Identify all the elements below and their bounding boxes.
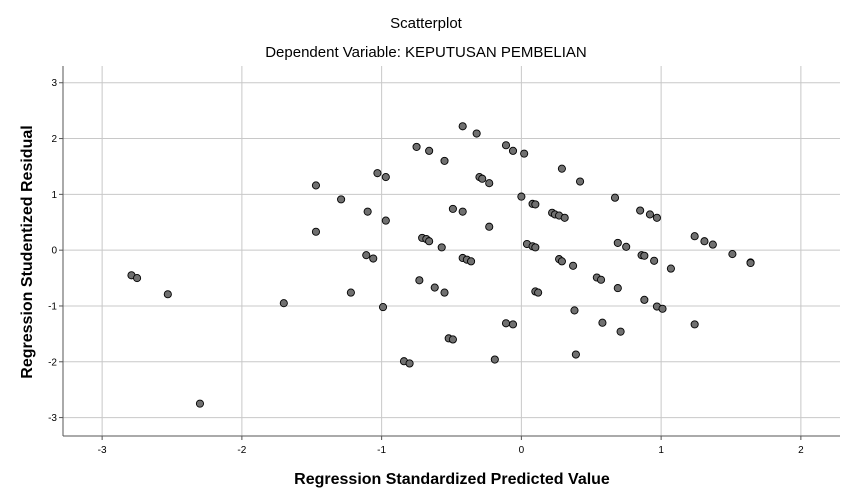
scatter-point [478,174,487,183]
scatter-point [346,288,355,297]
scatter-point [430,283,439,292]
scatter-point [690,232,699,241]
scatter-point [490,355,499,364]
x-tick-label: -2 [237,445,246,456]
y-tick-label: -3 [48,413,57,424]
scatter-point [576,177,585,186]
scatter-point [373,169,382,178]
scatter-point [381,173,390,182]
chart-title: Scatterplot [390,15,463,32]
y-tick-label: 2 [51,134,57,145]
scatter-point [531,243,540,252]
scatter-point [440,156,449,165]
scatter-point [311,181,320,190]
x-tick-label: -1 [377,445,386,456]
scatter-point [195,399,205,408]
scatter-point [690,320,699,329]
scatter-point [520,149,529,158]
chart-subtitle: Dependent Variable: KEPUTUSAN PEMBELIAN [265,44,587,61]
scatter-point [279,299,288,308]
scatter-point [598,318,607,327]
x-tick-label: 1 [658,445,664,456]
scatter-point [596,275,606,284]
scatter-point [425,237,434,246]
scatter-point [501,141,511,150]
y-tick-label: 0 [51,246,57,257]
x-tick-label: 0 [519,445,525,456]
scatter-point [412,142,421,151]
scatter-point [640,251,649,260]
scatter-point [570,306,579,315]
scatter-point [458,207,467,216]
scatter-point [458,122,467,131]
scatter-point [378,303,388,312]
y-tick-label: 3 [51,78,57,89]
scatter-point [133,274,142,283]
scatter-point [613,284,622,293]
scatter-point [362,251,371,260]
scatter-point [666,264,675,273]
scatter-point [415,276,424,285]
y-tick-label: 1 [51,190,57,201]
scatter-point [448,204,457,213]
scatter-point [728,250,737,259]
scatter-point [613,238,622,247]
scatter-point [571,350,580,359]
scatter-point [405,359,414,368]
scatter-point [534,288,543,297]
scatter-point [658,304,667,313]
scatter-point [645,210,654,219]
scatter-point [363,207,372,216]
scatter-point [485,222,494,231]
scatter-point [746,258,755,268]
y-tick-label: -2 [48,357,57,368]
y-tick-label: -1 [48,301,57,312]
scatter-point [337,195,346,204]
scatter-point [557,257,566,266]
scatter-point [485,179,494,188]
scatter-point [437,243,446,252]
scatter-point [700,237,709,246]
scatter-point [517,192,526,201]
scatter-point [610,193,620,202]
scatter-point [652,213,661,222]
scatter-point [508,320,518,329]
x-axis-label: Regression Standardized Predicted Value [294,471,610,488]
scatter-point [650,256,659,265]
x-tick-label: 2 [798,445,804,456]
scatter-point [448,335,457,344]
scatter-point [569,261,578,270]
scatter-point [508,146,518,155]
scatter-point [381,216,390,225]
scatter-point [425,146,434,155]
scatter-point [560,213,569,222]
scatter-point [616,327,625,336]
scatter-point [622,242,631,251]
y-axis-label: Regression Studentized Residual [19,125,36,378]
scatter-point [440,288,449,297]
scatter-point [369,254,378,263]
scatter-point [708,240,717,249]
x-tick-label: -3 [98,445,107,456]
scatter-point [311,227,320,236]
scatter-point [640,295,649,304]
scatter-point [501,319,511,328]
scatter-point [163,290,172,299]
scatter-point [557,164,566,173]
scatter-point [531,200,540,209]
scatter-point [467,257,476,266]
scatter-point [472,129,481,138]
scatter-point [636,206,645,215]
plot-area: -3 -2 -1 0 1 2 -3 -2 -1 0 1 2 3 [48,66,840,456]
